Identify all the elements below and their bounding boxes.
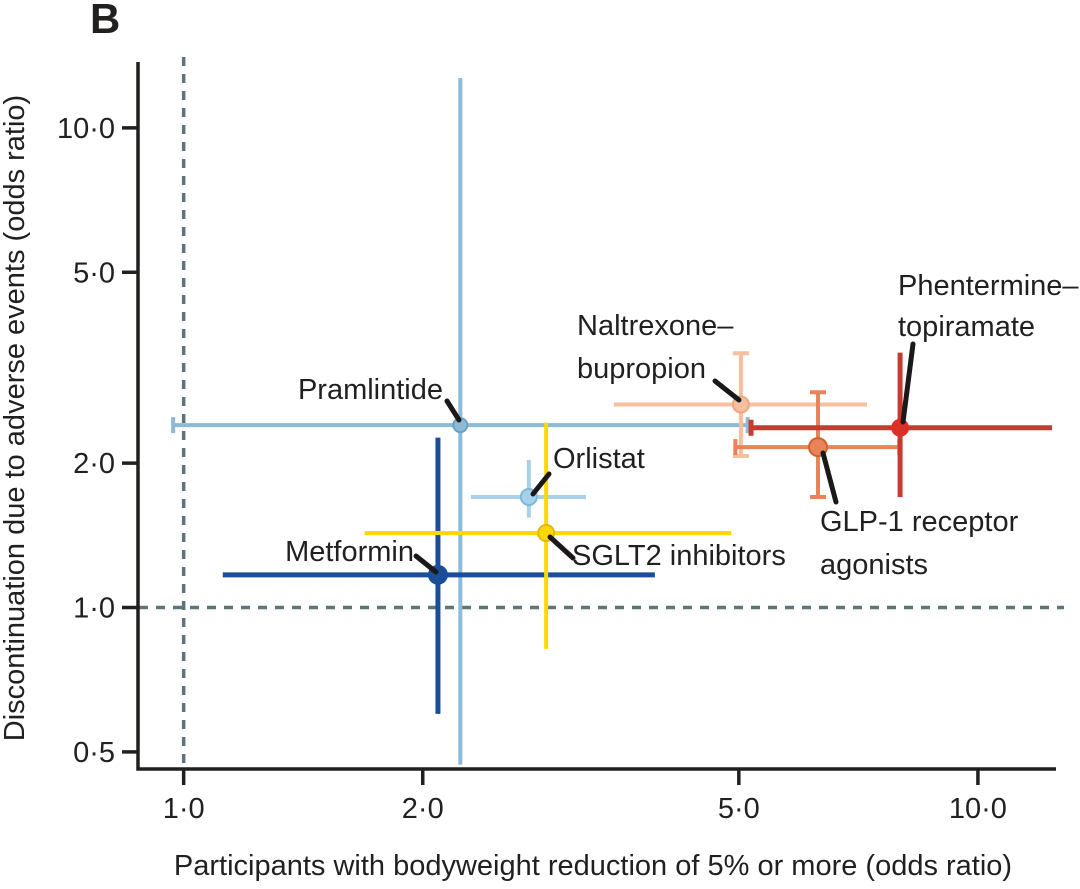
label-phentermine-topiramate: Phentermine– bbox=[898, 270, 1079, 302]
x-axis-title: Participants with bodyweight reduction o… bbox=[174, 850, 1012, 882]
x-tick-label: 1·0 bbox=[163, 793, 205, 825]
y-axis-title: Discontinuation due to adverse events (o… bbox=[0, 95, 31, 741]
leader-line-pramlintide bbox=[444, 398, 462, 423]
y-tick-label: 10·0 bbox=[57, 113, 115, 145]
data-layer bbox=[171, 78, 1053, 765]
data-point bbox=[891, 418, 910, 437]
leader-line-orlistat bbox=[530, 471, 552, 497]
y-tick-label: 5·0 bbox=[73, 257, 115, 289]
label-orlistat: Orlistat bbox=[553, 443, 645, 475]
label-phentermine-topiramate: topiramate bbox=[898, 311, 1035, 343]
leader-line-sglt2-inhibitors bbox=[547, 534, 576, 561]
leader-line-glp-1-receptor-agonists bbox=[820, 450, 839, 505]
annotations-layer: Pramlintide Orlistat Metformin SGLT2 inhibi… bbox=[285, 270, 1079, 581]
label-pramlintide: Pramlintide bbox=[298, 374, 443, 406]
axis-spine bbox=[136, 62, 1056, 771]
label-naltrexone-bupropion: Naltrexone– bbox=[577, 310, 734, 342]
leader-line-metformin bbox=[413, 553, 439, 575]
x-tick-label: 5·0 bbox=[718, 793, 760, 825]
series-metformin bbox=[222, 437, 655, 714]
x-tick-label: 10·0 bbox=[949, 793, 1007, 825]
y-tick-label: 1·0 bbox=[73, 593, 115, 625]
series-glp-1-receptor-agonists bbox=[733, 390, 902, 499]
y-tick-label: 2·0 bbox=[73, 448, 115, 480]
label-metformin: Metformin bbox=[285, 536, 414, 568]
axes-layer: 1·0 2·0 5·0 10·0 0·5 1·0 2·0 5·0 10·0 bbox=[57, 62, 1056, 825]
x-tick-label: 2·0 bbox=[402, 793, 444, 825]
label-naltrexone-bupropion: bupropion bbox=[577, 353, 706, 385]
label-sglt2-inhibitors: SGLT2 inhibitors bbox=[572, 540, 786, 572]
label-glp-1-receptor-agonists: agonists bbox=[820, 549, 928, 581]
y-tick-label: 0·5 bbox=[73, 737, 115, 769]
leader-line-phentermine-topiramate bbox=[900, 341, 916, 425]
leader-line-naltrexone-bupropion bbox=[712, 378, 742, 403]
series-phentermine-topiramate bbox=[748, 352, 1053, 497]
label-glp-1-receptor-agonists: GLP-1 receptor bbox=[820, 506, 1019, 538]
panel-label: B bbox=[90, 0, 120, 42]
reference-lines-layer bbox=[139, 57, 1064, 768]
series-sglt2-inhibitors bbox=[364, 422, 732, 649]
